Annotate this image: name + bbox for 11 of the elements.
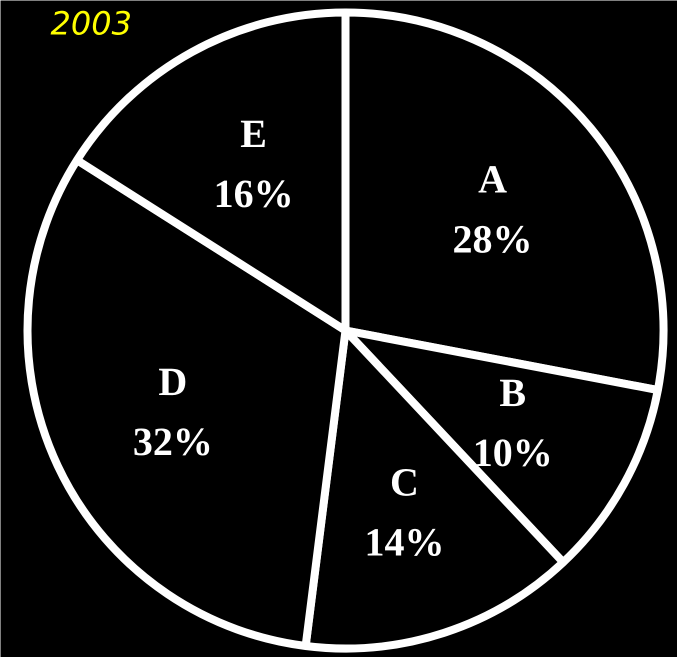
chart-title: 2003 (50, 4, 132, 42)
data-label: 28% (452, 216, 533, 262)
data-label: 16% (214, 170, 294, 216)
slice-label: E (240, 110, 267, 156)
slice-label: A (478, 156, 508, 202)
data-label: 14% (364, 519, 444, 564)
slice-label: D (158, 359, 188, 404)
slice-label: C (390, 459, 419, 504)
data-label: 10% (472, 430, 553, 475)
slice-label: B (499, 370, 526, 415)
data-label: 32% (132, 419, 213, 464)
